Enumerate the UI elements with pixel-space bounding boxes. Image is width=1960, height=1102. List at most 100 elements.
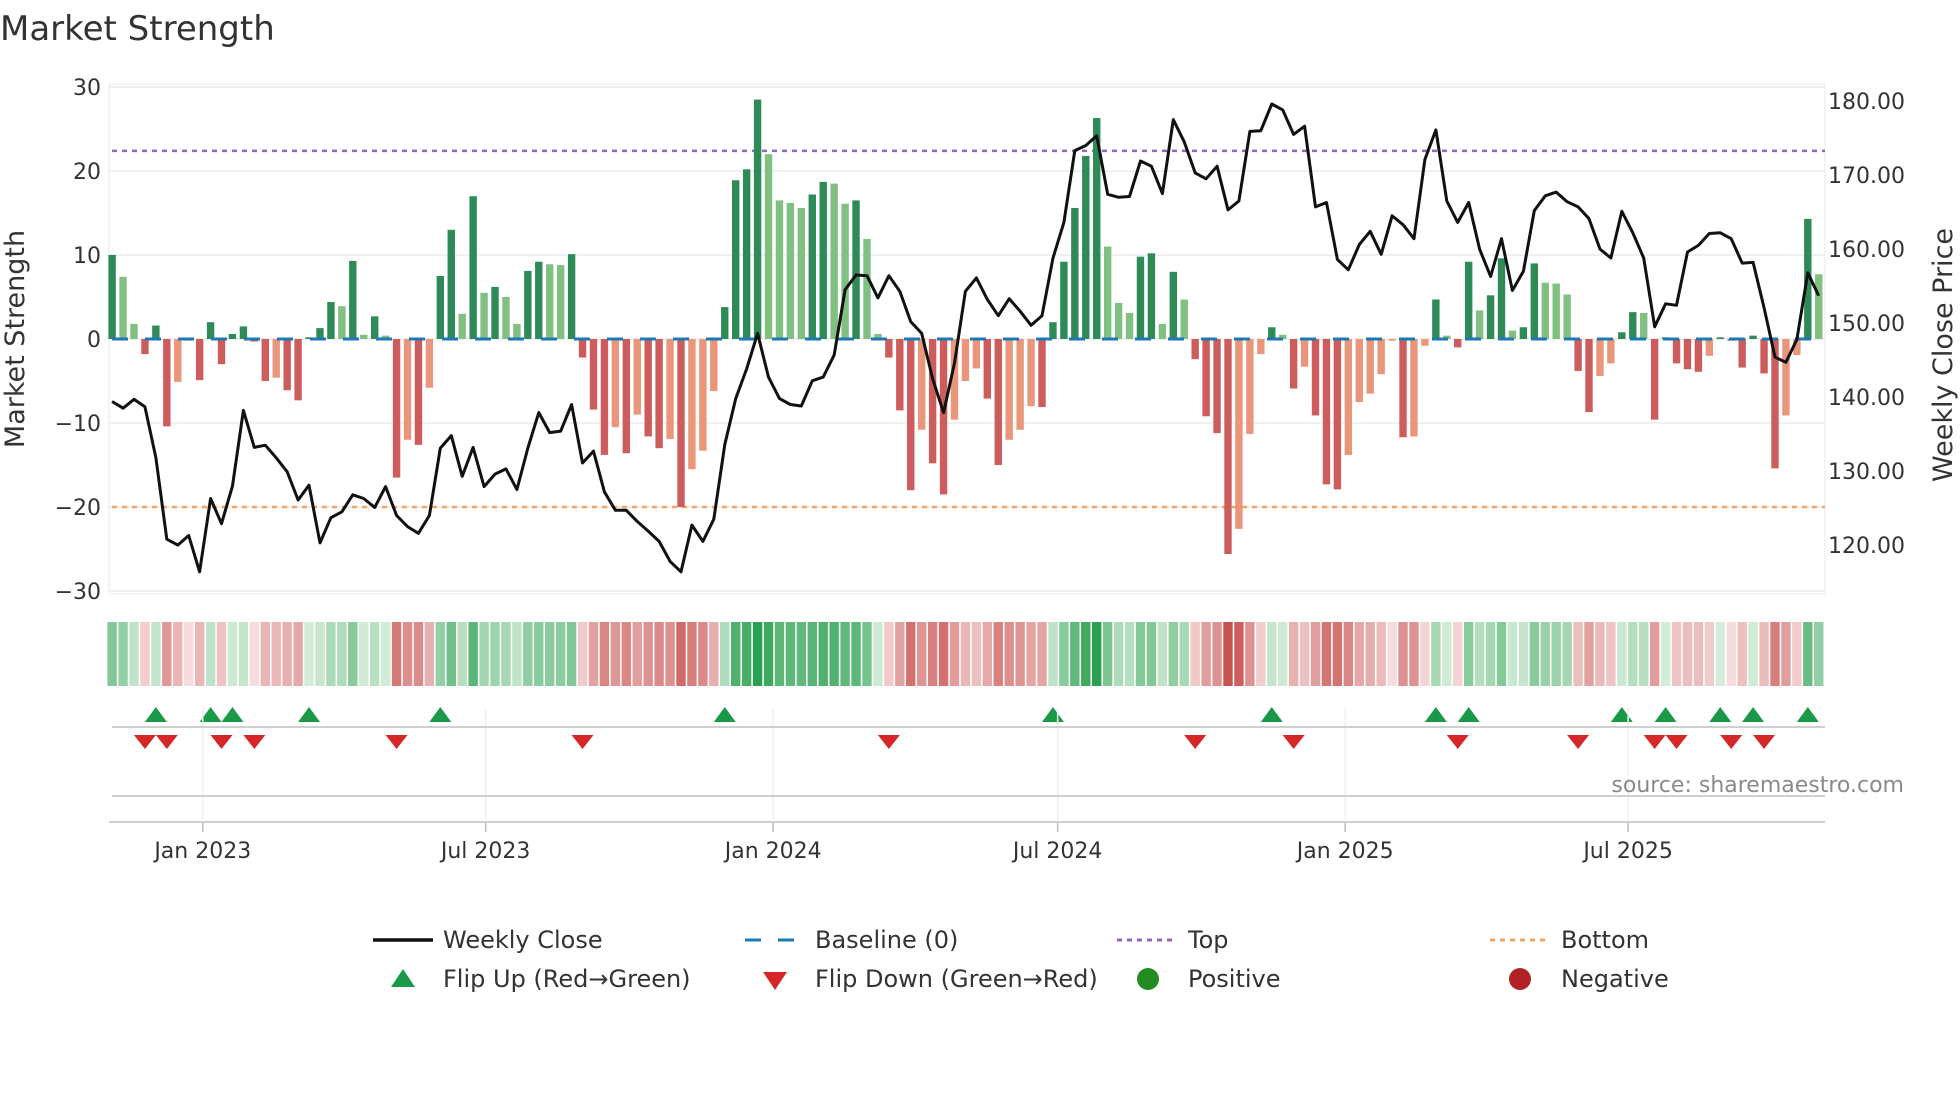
strength-bar — [1388, 339, 1396, 341]
flip-down-marker — [1643, 735, 1666, 749]
strip-cell — [1321, 622, 1332, 686]
strength-bar — [228, 333, 237, 339]
flip-down-marker — [1665, 735, 1688, 749]
strip-cell — [577, 622, 588, 686]
strength-bar — [710, 339, 718, 392]
strength-bar — [1158, 323, 1167, 339]
flip-down-marker — [243, 735, 266, 749]
strength-bar — [1530, 263, 1539, 339]
y-right-tick-label: 170.00 — [1828, 164, 1905, 189]
strip-cell — [1595, 622, 1605, 686]
strength-bar — [163, 339, 171, 427]
x-tick-label: Jul 2025 — [1581, 839, 1673, 864]
strip-cell — [884, 622, 894, 686]
strength-bar — [1246, 339, 1254, 434]
x-tick-label: Jan 2024 — [723, 839, 822, 864]
flip-down-marker — [210, 735, 233, 749]
strength-bar — [1344, 339, 1353, 455]
strip-cell — [1256, 622, 1266, 686]
strip-cell — [862, 622, 872, 686]
x-tick-label: Jan 2025 — [1295, 839, 1394, 864]
strength-bar — [447, 229, 455, 339]
strip-cell — [752, 622, 763, 686]
strip-cell — [1507, 622, 1518, 686]
strip-cell — [1365, 622, 1375, 686]
strength-bar — [1443, 335, 1451, 339]
strength-bar — [1038, 339, 1046, 408]
strength-bar — [425, 339, 434, 388]
strip-cell — [1485, 622, 1496, 686]
strength-bar — [1300, 339, 1309, 367]
strip-cell — [359, 622, 369, 686]
strength-bar — [863, 239, 871, 339]
strip-cell — [807, 622, 817, 686]
strip-cell — [293, 622, 303, 686]
strip-cell — [413, 622, 424, 686]
strip-cell — [435, 622, 446, 686]
y-axis-left: 30 20 10 0 −10 −20 −30 — [55, 76, 101, 605]
strength-bar — [469, 196, 477, 339]
legend-item-flip-up: Flip Up (Red→Green) — [391, 965, 691, 993]
strip-cell — [698, 622, 708, 686]
strength-bar — [852, 200, 860, 339]
flip-down-marker — [1282, 735, 1305, 749]
strength-bar — [436, 276, 445, 339]
flip-down-marker — [571, 735, 594, 749]
strength-bar — [808, 194, 816, 339]
strength-bar — [1508, 330, 1517, 339]
strength-bar — [239, 326, 248, 339]
flip-up-marker — [429, 707, 452, 722]
strip-cell — [1102, 622, 1113, 686]
strength-bar — [830, 183, 838, 339]
strength-bar — [1235, 339, 1243, 529]
flip-up-marker — [1709, 707, 1732, 722]
strength-bar — [524, 270, 532, 339]
flip-up-marker — [1041, 707, 1064, 722]
strip-cell — [1540, 622, 1550, 686]
flip-up-marker — [1260, 707, 1283, 722]
strip-cell — [1288, 622, 1299, 686]
strip-cell — [1376, 622, 1386, 686]
strength-bar — [1541, 282, 1549, 339]
strength-bar — [1322, 339, 1331, 485]
strength-bar — [327, 302, 335, 339]
strip-cell — [140, 622, 150, 686]
strength-bar — [1650, 339, 1659, 420]
strip-cell — [391, 622, 402, 686]
strip-cell — [1004, 622, 1014, 686]
strength-bar — [1399, 339, 1407, 438]
strength-bar — [1694, 339, 1703, 372]
strength-bar — [1640, 312, 1648, 339]
strength-bar — [917, 339, 926, 430]
strip-cell — [380, 622, 391, 686]
strength-bar — [666, 339, 674, 439]
strip-cell — [446, 622, 456, 686]
strength-bar — [786, 202, 795, 339]
strength-bar — [108, 255, 116, 339]
strip-cell — [523, 622, 533, 686]
strip-cell — [1748, 622, 1758, 686]
strip-cell — [402, 622, 413, 686]
strength-bar — [546, 264, 554, 339]
strength-bar — [1180, 299, 1188, 339]
x-tick-label: Jul 2024 — [1011, 839, 1103, 864]
strip-cell — [1245, 622, 1255, 686]
strength-bar — [1421, 339, 1429, 346]
strip-cell — [1212, 622, 1222, 686]
strip-cell — [1715, 622, 1725, 686]
strip-cell — [818, 622, 828, 686]
strip-cell — [162, 622, 172, 686]
strength-bar — [305, 337, 313, 339]
strength-bar — [1125, 312, 1134, 339]
strength-bar — [1607, 339, 1615, 364]
strip-cell — [785, 622, 796, 686]
strip-cell — [1310, 622, 1321, 686]
strip-cell — [173, 622, 183, 686]
strength-bar — [731, 180, 740, 339]
strip-cell — [545, 622, 555, 686]
strength-bar — [742, 169, 751, 339]
flip-down-marker — [1567, 735, 1590, 749]
weekly-close-line — [111, 102, 1821, 574]
strength-bar — [699, 339, 707, 451]
strength-bar — [1410, 339, 1418, 437]
